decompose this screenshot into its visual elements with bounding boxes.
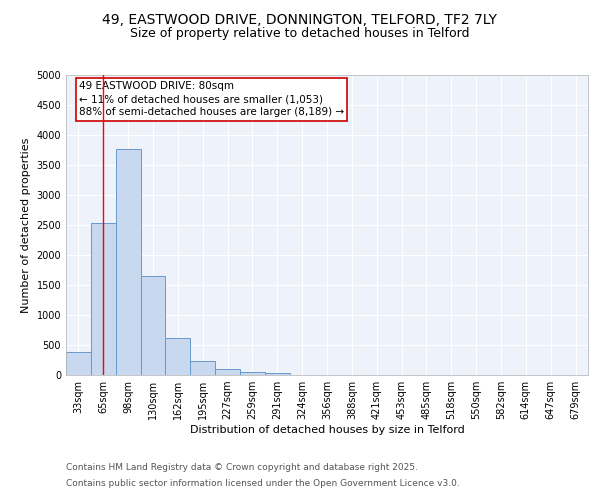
Bar: [265, 372, 290, 375]
Bar: [240, 372, 265, 375]
Y-axis label: Number of detached properties: Number of detached properties: [21, 138, 31, 312]
Text: Size of property relative to detached houses in Telford: Size of property relative to detached ho…: [130, 28, 470, 40]
Text: Contains HM Land Registry data © Crown copyright and database right 2025.: Contains HM Land Registry data © Crown c…: [66, 464, 418, 472]
Bar: [91, 222, 116, 375]
X-axis label: Distribution of detached houses by size in Telford: Distribution of detached houses by size …: [190, 425, 464, 435]
Bar: [166, 338, 190, 375]
Text: 49 EASTWOOD DRIVE: 80sqm
← 11% of detached houses are smaller (1,053)
88% of sem: 49 EASTWOOD DRIVE: 80sqm ← 11% of detach…: [79, 81, 344, 118]
Bar: [140, 276, 166, 375]
Text: 49, EASTWOOD DRIVE, DONNINGTON, TELFORD, TF2 7LY: 49, EASTWOOD DRIVE, DONNINGTON, TELFORD,…: [103, 12, 497, 26]
Text: Contains public sector information licensed under the Open Government Licence v3: Contains public sector information licen…: [66, 478, 460, 488]
Bar: [116, 150, 140, 375]
Bar: [190, 361, 215, 375]
Bar: [215, 368, 240, 375]
Bar: [66, 352, 91, 375]
